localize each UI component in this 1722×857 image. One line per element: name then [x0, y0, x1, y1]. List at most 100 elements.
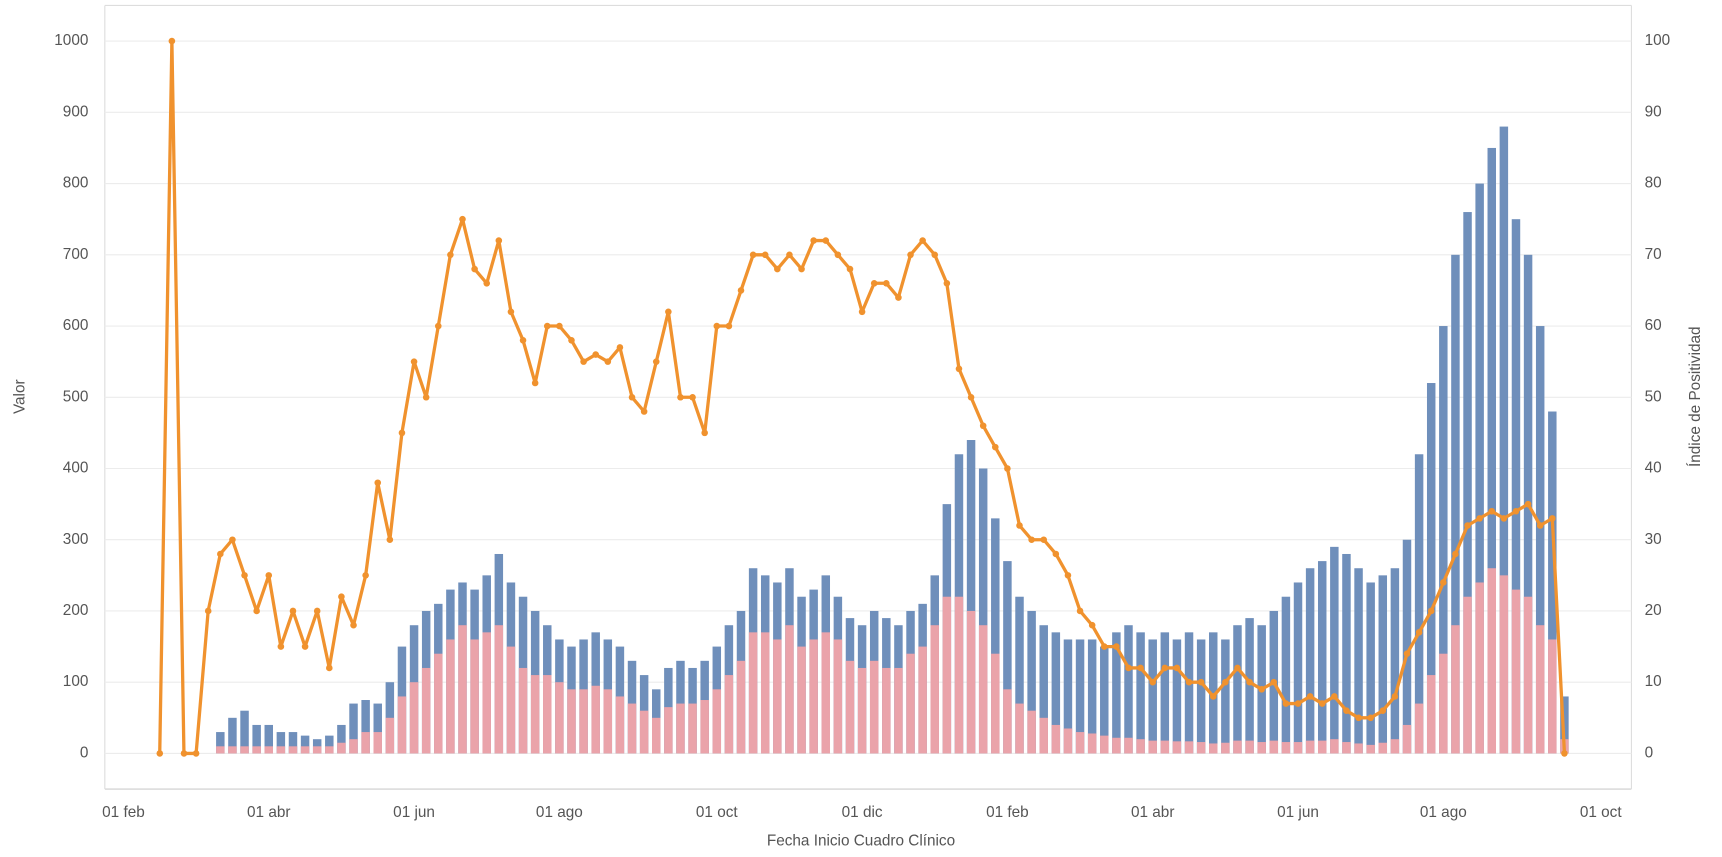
line-marker — [422, 393, 430, 401]
line-marker — [265, 572, 273, 579]
bar — [434, 653, 443, 754]
bar — [349, 703, 358, 754]
bar — [264, 746, 273, 754]
bar — [312, 746, 322, 754]
bar — [1209, 743, 1218, 754]
line-marker — [204, 607, 212, 615]
line-marker — [1464, 522, 1471, 529]
bar — [1281, 596, 1291, 754]
y-tick-label: 400 — [63, 460, 89, 477]
bar — [1330, 546, 1339, 754]
bar — [1390, 739, 1400, 754]
line-marker — [1040, 536, 1048, 544]
line-marker — [846, 265, 854, 273]
bar — [361, 700, 370, 754]
bar — [954, 596, 964, 754]
bar — [1402, 539, 1412, 754]
y-tick-label: 100 — [63, 673, 89, 690]
bar — [216, 732, 225, 754]
y-tick-label: 900 — [63, 103, 89, 120]
line-marker — [495, 237, 503, 244]
bar — [1269, 740, 1279, 754]
bar — [373, 732, 382, 754]
line-marker — [858, 308, 866, 316]
bar — [1124, 625, 1133, 754]
x-tick-label: 01 dic — [842, 804, 883, 821]
bar — [385, 717, 395, 754]
bar — [1414, 454, 1424, 754]
bar — [1293, 582, 1303, 754]
bar — [567, 689, 576, 754]
line-marker — [301, 643, 309, 650]
bar — [1221, 742, 1230, 754]
bar — [470, 639, 479, 754]
line-marker — [640, 408, 648, 415]
bar — [1112, 632, 1121, 754]
y-tick-label: 0 — [80, 744, 89, 761]
bar — [1511, 589, 1521, 754]
bar — [615, 696, 625, 754]
bar — [918, 646, 927, 754]
bar — [1475, 183, 1484, 754]
x-tick-label: 01 abr — [247, 804, 290, 821]
line-marker — [1064, 572, 1072, 579]
y-tick-label: 500 — [63, 388, 89, 405]
line-marker — [1076, 607, 1084, 615]
line-marker — [798, 265, 805, 273]
bar — [857, 667, 867, 754]
bar — [1317, 561, 1327, 754]
bar — [446, 639, 455, 754]
bar — [821, 632, 831, 754]
line-marker — [1403, 650, 1411, 657]
bar — [1414, 703, 1424, 754]
line-marker — [1246, 678, 1253, 686]
bar — [1451, 254, 1460, 754]
bar — [216, 746, 225, 754]
line-marker — [870, 280, 878, 287]
line-marker — [326, 664, 333, 672]
line-marker — [1088, 621, 1096, 629]
y2-tick-label: 60 — [1645, 317, 1662, 334]
line-marker — [1549, 515, 1556, 522]
line-marker — [713, 322, 721, 330]
bar — [1015, 703, 1024, 754]
bar — [785, 625, 794, 754]
line-marker — [677, 393, 684, 401]
bar — [1233, 740, 1242, 754]
bar — [639, 710, 649, 754]
bar — [966, 610, 976, 754]
x-tick-label: 01 abr — [1131, 804, 1174, 821]
bar — [252, 724, 261, 754]
bar — [1160, 632, 1170, 754]
bar — [1330, 739, 1339, 754]
bar — [591, 685, 600, 754]
bar — [1487, 147, 1496, 754]
line-marker — [665, 308, 672, 316]
bar — [1499, 575, 1509, 754]
bar — [1354, 568, 1363, 754]
bar — [1209, 632, 1218, 754]
bar — [228, 717, 237, 754]
bar — [882, 667, 891, 754]
line-marker — [447, 251, 454, 259]
line-marker — [955, 365, 963, 373]
y-tick-label: 300 — [63, 531, 89, 548]
bar — [748, 632, 758, 754]
bar — [530, 675, 540, 754]
bar — [1003, 561, 1012, 754]
bar — [1463, 212, 1472, 754]
line-marker — [1331, 693, 1338, 700]
line-marker — [180, 750, 188, 757]
line-marker — [967, 393, 975, 401]
bar — [337, 742, 346, 754]
y2-tick-label: 80 — [1645, 175, 1662, 192]
bar — [991, 518, 1000, 754]
bar — [1015, 596, 1024, 754]
y2-tick-label: 40 — [1645, 460, 1662, 477]
line-marker — [883, 280, 890, 287]
bar — [1075, 732, 1085, 754]
y2-tick-label: 70 — [1645, 246, 1662, 263]
bar — [1342, 742, 1351, 754]
line-marker — [277, 643, 285, 650]
line-marker — [568, 336, 575, 344]
